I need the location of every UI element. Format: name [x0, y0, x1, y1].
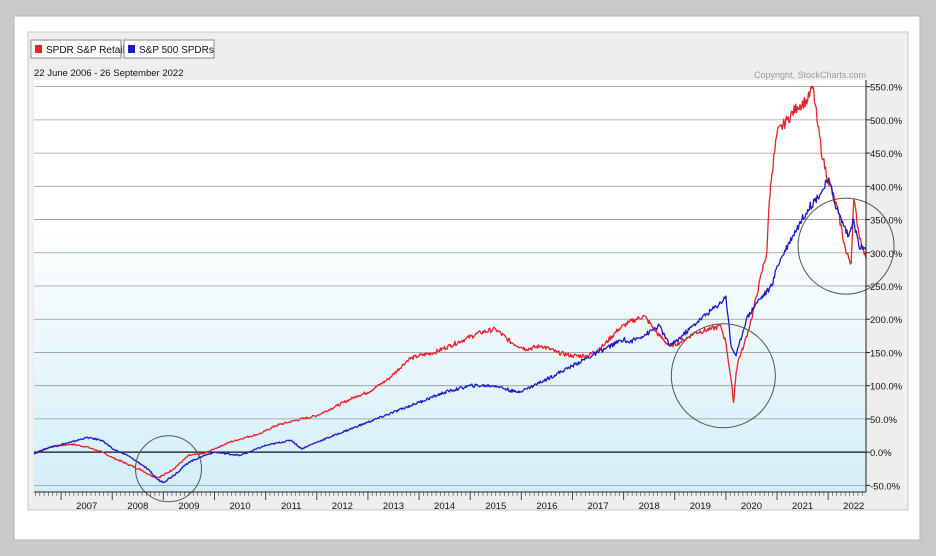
annotation-circle	[797, 197, 895, 295]
y-tick-label: 550.0%	[870, 83, 903, 94]
date-range-label: 22 June 2006 - 26 September 2022	[34, 68, 183, 79]
x-tick-label: 2020	[741, 501, 762, 512]
x-tick-label: 2015	[485, 501, 506, 512]
y-tick-label: 200.0%	[870, 315, 903, 326]
series-lines	[33, 85, 867, 484]
legend-swatch-retail	[35, 45, 42, 53]
y-tick-label: 350.0%	[870, 216, 903, 227]
series-line-retail	[33, 85, 867, 479]
y-axis: 550.0% 500.0% 450.0% 400.0% 350.0% 300.0% 250.…	[866, 83, 903, 492]
x-tick-label: 2019	[690, 501, 711, 512]
series-line-spy	[33, 177, 867, 484]
x-tick-label: 2010	[230, 501, 251, 512]
y-tick-label: 150.0%	[870, 348, 903, 359]
x-axis: 2007 2008 2009 2010 2011 2012 2013 2014 2015 2016…	[35, 492, 864, 512]
y-tick-label: 50.0%	[870, 415, 897, 426]
legend-item-retail	[30, 39, 122, 59]
grid	[34, 86, 866, 486]
x-tick-label: 2011	[281, 501, 301, 512]
y-tick-label: 100.0%	[870, 382, 903, 393]
y-tick-label: 0.0%	[870, 448, 892, 459]
y-tick-label: 250.0%	[870, 282, 903, 293]
x-tick-label: 2016	[536, 501, 557, 512]
legend: SPDR S&P Retail S&P 500 SPDRs	[30, 39, 215, 59]
annotations	[134, 197, 895, 503]
legend-item-spy	[123, 39, 215, 59]
x-tick-label: 2007	[76, 501, 97, 512]
x-tick-label: 2017	[587, 501, 608, 512]
x-tick-label: 2014	[434, 501, 455, 512]
annotation-circle	[134, 435, 202, 503]
legend-label-spy: S&P 500 SPDRs	[139, 45, 214, 56]
y-tick-label: 450.0%	[870, 149, 903, 160]
x-tick-label: 2008	[127, 501, 148, 512]
y-tick-label: -50.0%	[870, 481, 901, 492]
copyright-label: Copyright, StockCharts.com	[754, 70, 866, 80]
x-tick-label: 2022	[843, 501, 864, 512]
y-tick-label: 500.0%	[870, 116, 903, 127]
x-tick-label: 2012	[332, 501, 353, 512]
legend-label-retail: SPDR S&P Retail	[46, 45, 125, 56]
x-tick-label: 2009	[178, 501, 199, 512]
y-tick-label: 400.0%	[870, 182, 903, 193]
annotation-circle	[670, 323, 776, 429]
legend-swatch-spy	[128, 45, 135, 53]
y-tick-label: 300.0%	[870, 249, 903, 260]
x-tick-label: 2013	[383, 501, 404, 512]
x-tick-label: 2021	[792, 501, 813, 512]
x-tick-label: 2018	[639, 501, 660, 512]
